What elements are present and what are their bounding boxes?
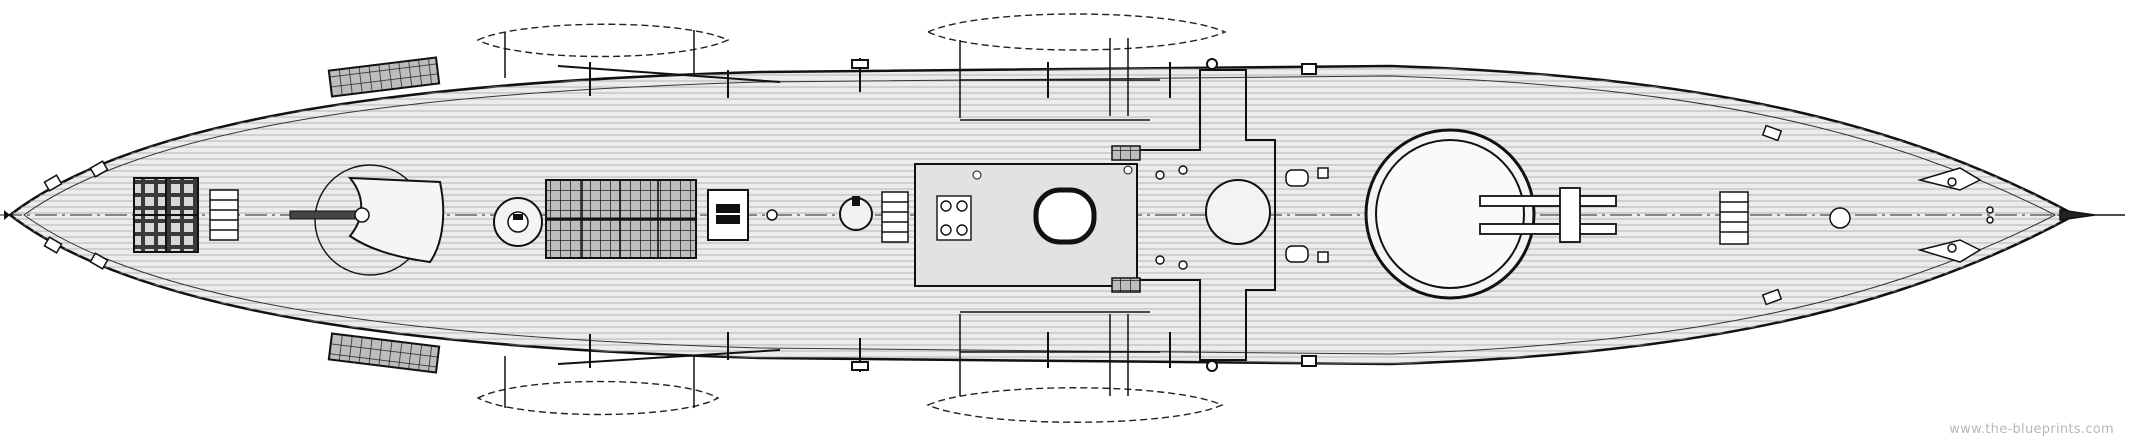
funnel-icon bbox=[839, 196, 873, 231]
winch-icon bbox=[707, 189, 749, 241]
midship-ladders bbox=[1111, 145, 1141, 293]
watermark: www.the-blueprints.com bbox=[1949, 422, 2114, 437]
side-ladder-upper bbox=[327, 56, 441, 98]
rail-fittings-lower bbox=[557, 332, 1317, 372]
stern-bitts bbox=[43, 160, 109, 270]
funnel-skylight bbox=[881, 191, 909, 243]
central-platform bbox=[914, 163, 1138, 287]
stern-skylight bbox=[209, 189, 239, 241]
boat-lower-left bbox=[476, 380, 720, 416]
forward-bollard bbox=[1829, 207, 1851, 229]
conning-tower bbox=[1205, 179, 1271, 245]
rail-fittings-upper bbox=[557, 58, 1317, 98]
forward-hatch bbox=[1719, 191, 1749, 245]
bridge-deckhouse bbox=[1137, 69, 1276, 361]
davit-posts bbox=[504, 30, 1129, 408]
anchor-fittings bbox=[1761, 124, 1994, 306]
bow-stem bbox=[2059, 209, 2125, 221]
capstan-icon bbox=[493, 197, 543, 247]
side-ladder-lower bbox=[327, 332, 441, 374]
forward-vents bbox=[1285, 167, 1329, 263]
bridge-fittings bbox=[1155, 165, 1188, 270]
boat-upper-left bbox=[476, 23, 730, 58]
aft-gun-mount bbox=[289, 164, 445, 276]
stern-tip bbox=[4, 210, 10, 220]
boat-upper-center bbox=[926, 13, 1227, 51]
deck-bollard bbox=[766, 209, 778, 221]
boat-lower-center bbox=[926, 387, 1224, 423]
turret-icon bbox=[1364, 128, 1617, 300]
skylight-grating bbox=[545, 179, 697, 259]
boat-chocks bbox=[960, 79, 1160, 353]
